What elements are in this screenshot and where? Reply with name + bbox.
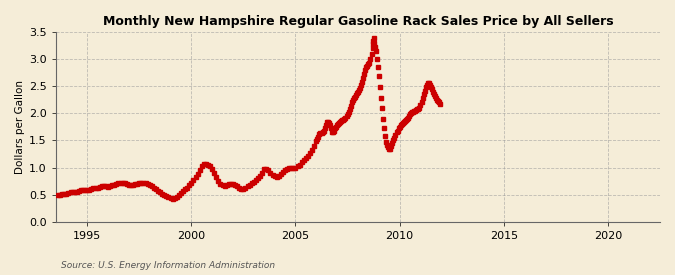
Y-axis label: Dollars per Gallon: Dollars per Gallon — [15, 80, 25, 174]
Text: Source: U.S. Energy Information Administration: Source: U.S. Energy Information Administ… — [61, 260, 275, 270]
Title: Monthly New Hampshire Regular Gasoline Rack Sales Price by All Sellers: Monthly New Hampshire Regular Gasoline R… — [103, 15, 614, 28]
